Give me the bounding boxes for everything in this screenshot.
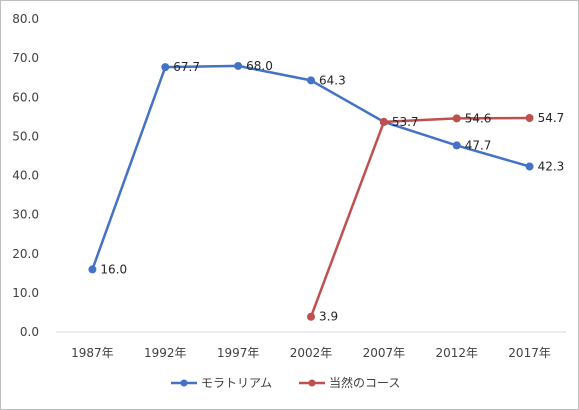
y-tick-label: 50.0: [12, 129, 39, 143]
y-tick-label: 0.0: [20, 325, 39, 339]
x-tick-label: 2012年: [435, 346, 478, 360]
x-tick-label: 1992年: [144, 346, 187, 360]
legend-label-2: 当然のコース: [329, 375, 400, 390]
legend-marker-1: [180, 379, 188, 387]
x-tick-label: 1997年: [217, 346, 260, 360]
y-tick-label: 60.0: [12, 90, 39, 104]
data-point: [379, 117, 388, 126]
data-point: [234, 61, 243, 70]
data-label: 42.3: [538, 160, 565, 174]
data-label: 54.7: [538, 111, 565, 125]
x-tick-label: 2002年: [290, 346, 333, 360]
x-tick-label: 2017年: [508, 346, 551, 360]
series-line-2: [309, 116, 530, 318]
y-axis: 0.0 10.0 20.0 30.0 40.0 50.0 60.0 70.0 80.0: [12, 12, 39, 339]
y-tick-label: 40.0: [12, 169, 39, 183]
data-label: 53.7: [392, 115, 419, 129]
data-label: 64.3: [319, 73, 346, 87]
series-line-1: [91, 64, 530, 270]
x-tick-label: 1987年: [71, 346, 114, 360]
legend: モラトリアム 当然のコース: [171, 375, 400, 390]
data-point: [525, 162, 534, 171]
y-tick-label: 10.0: [12, 286, 39, 300]
series-layer: [88, 61, 534, 321]
data-label: 3.9: [319, 310, 338, 324]
x-axis: 1987年 1992年 1997年 2002年 2007年 2012年 2017年: [56, 331, 566, 360]
y-tick-label: 70.0: [12, 51, 39, 65]
y-tick-label: 20.0: [12, 247, 39, 261]
data-label: 54.6: [465, 111, 492, 125]
data-point: [452, 141, 461, 150]
data-point: [307, 312, 315, 321]
data-labels: 16.0 67.7 68.0 64.3 53.7 47.7 42.3 3.9 54.6 54.7: [100, 59, 564, 324]
data-label: 68.0: [246, 59, 273, 73]
data-label: 47.7: [465, 138, 492, 152]
data-point: [452, 114, 461, 123]
data-point: [88, 265, 97, 274]
x-tick-label: 2007年: [363, 346, 406, 360]
y-tick-label: 80.0: [12, 12, 39, 26]
data-point: [307, 76, 315, 85]
data-label: 67.7: [173, 60, 200, 74]
legend-label-1: モラトリアム: [201, 376, 272, 390]
data-point: [525, 113, 534, 122]
legend-marker-2: [308, 379, 316, 387]
data-label: 16.0: [100, 262, 127, 276]
data-point: [161, 63, 170, 72]
y-tick-label: 30.0: [12, 208, 39, 222]
